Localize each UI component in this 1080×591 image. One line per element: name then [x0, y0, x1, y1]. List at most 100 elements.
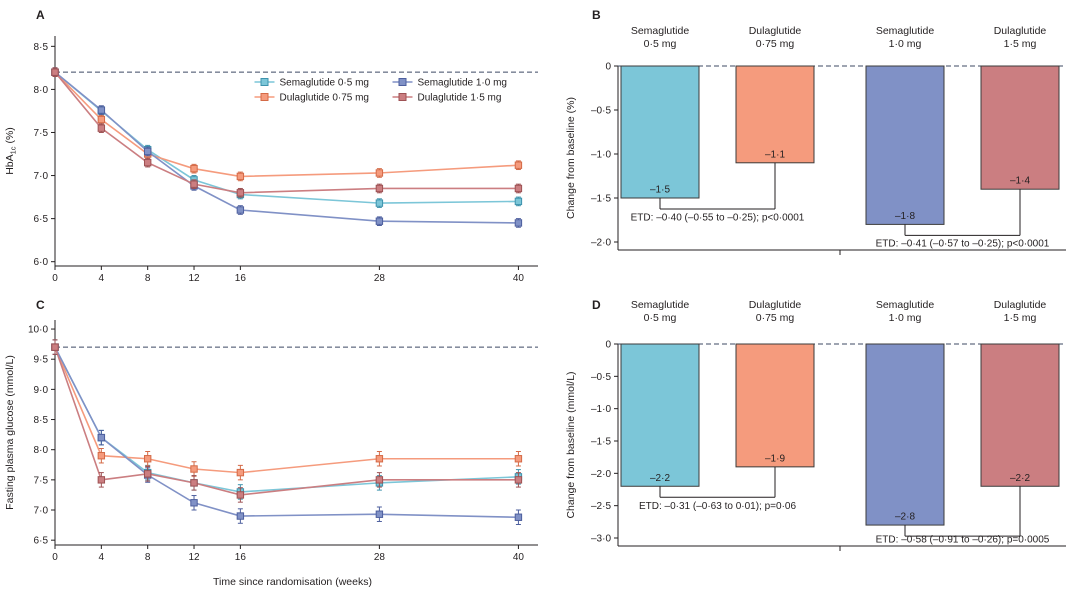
x-tick-label: 12: [188, 273, 200, 284]
data-point-marker: [236, 189, 245, 197]
x-tick-label: 40: [513, 552, 525, 563]
bar-value-label: –1·1: [765, 149, 785, 160]
y-axis-label: Change from baseline (mmol/L): [565, 371, 577, 518]
bar-value-label: –2·8: [895, 512, 915, 523]
data-point-marker: [375, 199, 384, 207]
x-axis-label: Time since randomisation (weeks): [213, 576, 372, 588]
bar-group-header: Dulaglutide: [994, 299, 1047, 311]
bar-value-label: –1·9: [765, 453, 785, 464]
x-tick-label: 8: [145, 552, 151, 563]
bar-group-header: Semaglutide: [631, 25, 690, 37]
legend-label: Dulaglutide 1·5 mg: [418, 93, 502, 104]
data-point-marker: [514, 476, 523, 484]
bar-group-header: Semaglutide: [876, 25, 935, 37]
y-tick-label: 6·0: [34, 257, 49, 268]
y-tick-label: 8·5: [34, 42, 49, 53]
x-tick-label: 28: [374, 552, 386, 563]
y-tick-label: –2·0: [591, 469, 611, 480]
data-point-marker: [97, 433, 106, 442]
x-tick-label: 16: [235, 273, 247, 284]
bar-group-header: 1·0 mg: [889, 312, 922, 324]
etd-annotation: ETD: –0·58 (–0·91 to –0·26); p=0·0005: [876, 535, 1050, 546]
legend-label: Dulaglutide 0·75 mg: [280, 93, 370, 104]
panel-d-letter: D: [592, 298, 601, 312]
y-tick-label: –0·5: [591, 106, 611, 117]
x-tick-label: 12: [188, 552, 200, 563]
hba1c-line-chart: 6·0 6·5 7·0 7·5 8·0 8·5 0 4 8 12 16 28 40 HbA1c (%) Se…: [4, 36, 538, 284]
bar: [620, 343, 700, 487]
y-axis-label: Fasting plasma glucose (mmol/L): [4, 355, 16, 510]
bar-group-header: 0·5 mg: [644, 38, 677, 50]
panel-d: D Semaglutide 0·5 mg Dulaglutide 0·75 mg Sem…: [560, 292, 1080, 591]
x-tick-label: 16: [235, 552, 247, 563]
y-tick-label: –3·0: [591, 534, 611, 545]
bar: [865, 65, 945, 225]
y-tick-label: –1·5: [591, 437, 611, 448]
bar: [980, 343, 1060, 487]
x-tick-label: 8: [145, 273, 151, 284]
legend-marker: [398, 78, 407, 86]
data-point-marker: [236, 512, 245, 520]
y-tick-label: 7·5: [34, 475, 49, 486]
bar-group-header: 1·5 mg: [1004, 38, 1037, 50]
bar-group-header: Semaglutide: [631, 299, 690, 311]
series-line: [54, 346, 519, 474]
y-tick-label: 7·0: [34, 171, 49, 182]
data-point-marker: [514, 513, 523, 521]
data-point-marker: [375, 217, 384, 225]
panel-b: B Semaglutide 0·5 mg Dulaglutide 0·75 mg Sem…: [560, 0, 1080, 292]
bar-group-header: 0·75 mg: [756, 312, 795, 324]
panel-a-letter: A: [36, 8, 45, 22]
y-tick-label: 6·5: [34, 536, 49, 547]
bar-group-header: Semaglutide: [876, 299, 935, 311]
etd-annotation: ETD: –0·31 (–0·63 to 0·01); p=0·06: [639, 501, 796, 512]
bar-value-label: –1·5: [650, 185, 670, 196]
legend-marker: [260, 93, 269, 101]
data-point-marker: [190, 499, 198, 507]
y-tick-label: 7·0: [34, 506, 49, 517]
bar-group-header: 1·0 mg: [889, 38, 922, 50]
data-point-marker: [190, 164, 198, 173]
bar-group-header: 1·5 mg: [1004, 312, 1037, 324]
data-point-marker: [143, 470, 152, 478]
series-line: [54, 346, 519, 519]
y-tick-label: 6·5: [34, 214, 49, 225]
y-tick-label: 9·0: [34, 385, 49, 396]
x-tick-label: 4: [99, 552, 105, 563]
y-tick-label: 7·5: [34, 128, 49, 139]
data-point-marker: [514, 197, 523, 206]
y-tick-label: 9·5: [34, 355, 49, 366]
data-point-marker: [143, 147, 152, 156]
data-point-marker: [97, 476, 106, 484]
bar-group-header: Dulaglutide: [749, 299, 802, 311]
data-point-marker: [514, 184, 523, 193]
x-tick-label: 0: [52, 552, 58, 563]
data-point-marker: [190, 180, 198, 188]
bar-group-header: 0·75 mg: [756, 38, 795, 50]
y-tick-label: –1·0: [591, 150, 611, 161]
data-point-marker: [143, 455, 152, 463]
data-point-marker: [375, 510, 384, 518]
data-point-marker: [375, 455, 384, 463]
y-axis-label: Change from baseline (%): [565, 97, 577, 219]
bar-group-header: 0·5 mg: [644, 312, 677, 324]
data-point-marker: [375, 184, 384, 193]
legend-label: Semaglutide 1·0 mg: [418, 78, 508, 89]
bar: [735, 343, 815, 468]
y-tick-label: –2·0: [591, 238, 611, 249]
y-tick-label: 0: [605, 340, 611, 351]
data-point-marker: [514, 161, 523, 169]
y-tick-label: 8·0: [34, 85, 49, 96]
data-point-marker: [236, 468, 245, 477]
y-tick-label: 8·0: [34, 445, 49, 456]
data-point-marker: [190, 465, 198, 473]
bar: [620, 65, 700, 199]
bar-group-header: Dulaglutide: [749, 25, 802, 37]
data-point-marker: [51, 343, 59, 351]
y-tick-label: –0·5: [591, 372, 611, 383]
bar-group-header: Dulaglutide: [994, 25, 1047, 37]
data-point-marker: [51, 68, 59, 76]
